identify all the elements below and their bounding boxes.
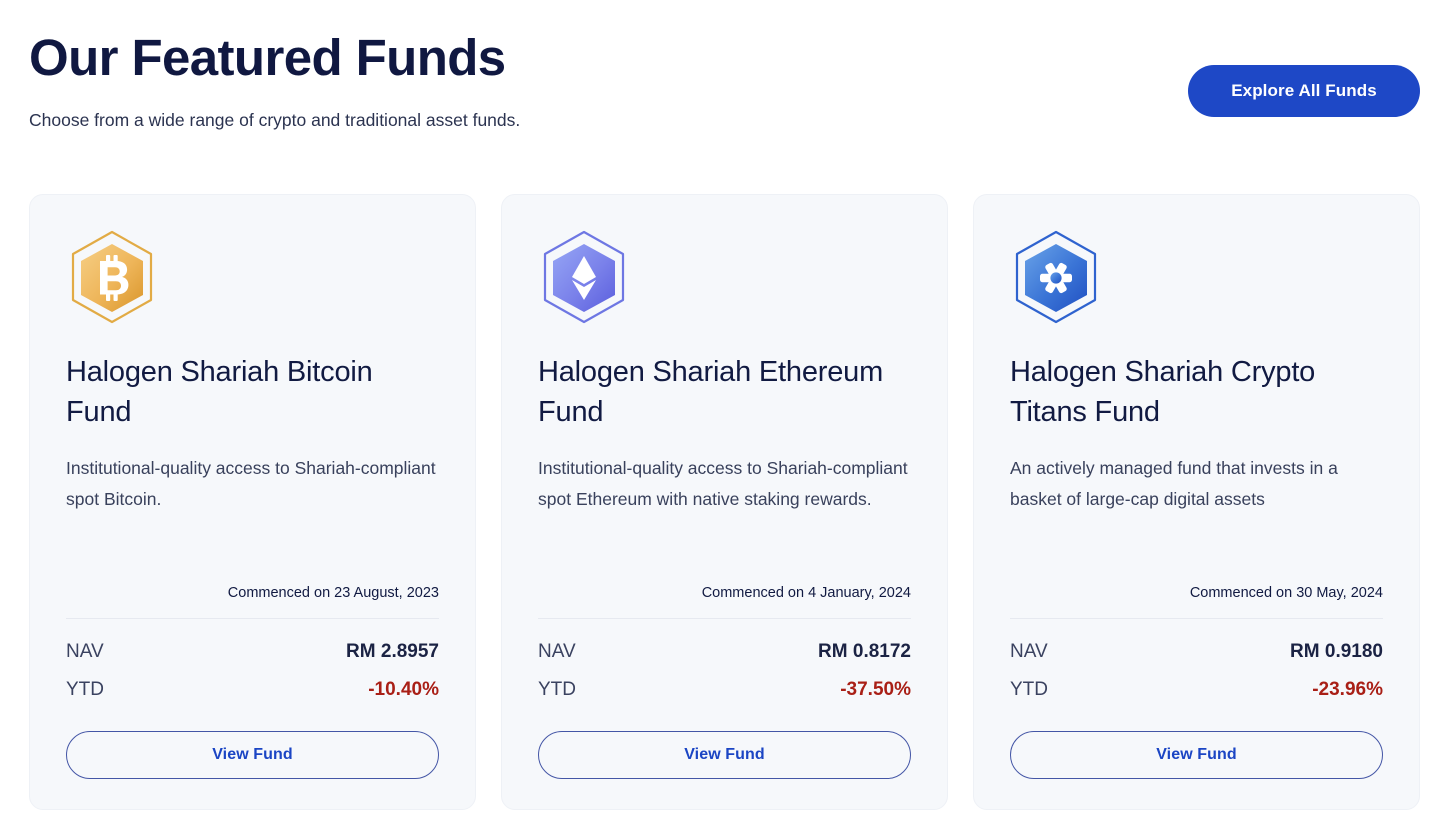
bitcoin-hexagon-icon xyxy=(66,228,158,328)
ytd-value: -23.96% xyxy=(1312,679,1383,700)
fund-description: Institutional-quality access to Shariah-… xyxy=(66,458,436,509)
nav-label: NAV xyxy=(538,641,576,662)
section-header: Our Featured Funds Choose from a wide ra… xyxy=(29,28,1420,148)
fund-description: An actively managed fund that invests in… xyxy=(1010,458,1338,509)
ytd-label: YTD xyxy=(1010,679,1048,700)
page-subtitle: Choose from a wide range of crypto and t… xyxy=(29,110,521,130)
ytd-label: YTD xyxy=(538,679,576,700)
ethereum-hexagon-icon xyxy=(538,228,630,328)
fund-name: Halogen Shariah Bitcoin Fund xyxy=(66,356,373,428)
commenced-date: Commenced on 30 May, 2024 xyxy=(1189,585,1383,601)
nav-row: NAV RM 0.8172 xyxy=(538,633,911,671)
ytd-row: YTD -23.96% xyxy=(1010,671,1383,709)
card-divider xyxy=(66,618,439,619)
nav-value: RM 2.8957 xyxy=(346,641,439,662)
fund-card-ethereum[interactable]: Halogen Shariah Ethereum Fund Institutio… xyxy=(501,194,948,810)
commenced-date: Commenced on 23 August, 2023 xyxy=(227,585,439,601)
fund-name: Halogen Shariah Crypto Titans Fund xyxy=(1010,356,1316,428)
fund-card-grid: Halogen Shariah Bitcoin Fund Institution… xyxy=(29,194,1420,810)
nav-row: NAV RM 0.9180 xyxy=(1010,633,1383,671)
view-fund-button[interactable]: View Fund xyxy=(538,731,911,779)
view-fund-button[interactable]: View Fund xyxy=(1010,731,1383,779)
ytd-label: YTD xyxy=(66,679,104,700)
page-title: Our Featured Funds xyxy=(29,29,506,86)
fund-description: Institutional-quality access to Shariah-… xyxy=(538,458,908,509)
ytd-row: YTD -37.50% xyxy=(538,671,911,709)
fund-card-bitcoin[interactable]: Halogen Shariah Bitcoin Fund Institution… xyxy=(29,194,476,810)
nav-value: RM 0.9180 xyxy=(1290,641,1383,662)
commenced-date: Commenced on 4 January, 2024 xyxy=(701,585,911,601)
ytd-row: YTD -10.40% xyxy=(66,671,439,709)
view-fund-button[interactable]: View Fund xyxy=(66,731,439,779)
card-divider xyxy=(538,618,911,619)
card-divider xyxy=(1010,618,1383,619)
explore-all-funds-button[interactable]: Explore All Funds xyxy=(1188,65,1420,117)
nav-label: NAV xyxy=(1010,641,1048,662)
nav-value: RM 0.8172 xyxy=(818,641,911,662)
crypto-titans-hexagon-icon xyxy=(1010,228,1102,328)
ytd-value: -10.40% xyxy=(368,679,439,700)
fund-card-crypto-titans[interactable]: Halogen Shariah Crypto Titans Fund An ac… xyxy=(973,194,1420,810)
ytd-value: -37.50% xyxy=(840,679,911,700)
nav-label: NAV xyxy=(66,641,104,662)
nav-row: NAV RM 2.8957 xyxy=(66,633,439,671)
fund-name: Halogen Shariah Ethereum Fund xyxy=(538,356,884,428)
